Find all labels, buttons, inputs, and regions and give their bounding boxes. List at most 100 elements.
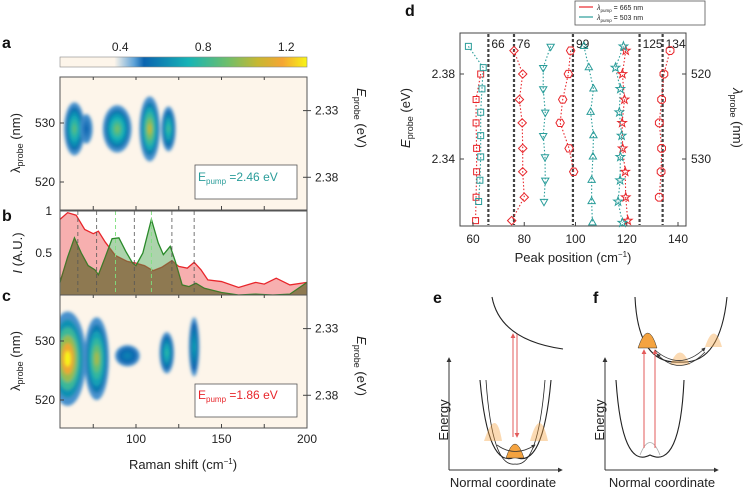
tri-up-marker — [588, 151, 598, 160]
heatmap-blob — [94, 351, 99, 366]
square-marker — [472, 217, 480, 225]
spectrum-overlap — [60, 237, 308, 295]
oscillation-arrow-f — [654, 347, 706, 361]
heatmap-blob — [165, 349, 168, 357]
x-tick-label: 200 — [297, 432, 317, 446]
diamond-marker — [517, 117, 528, 128]
reference-line-label: 125 — [643, 37, 663, 51]
reference-line-label: 134 — [666, 37, 686, 51]
tri-up-marker — [584, 62, 594, 71]
y2-tick-label: 2.38 — [315, 388, 339, 402]
legend-subscript: pump — [600, 8, 612, 13]
panel-a-heatmap: 530 520 2.33 2.38 Epump =2.46 eV λprobe (nm… — [8, 76, 339, 211]
panel-f-diagram: Energy Normal coordinate — [592, 296, 728, 489]
star-marker — [618, 93, 631, 105]
y-tick-label: 0.5 — [35, 246, 52, 260]
energy-ylabel-f: Energy — [592, 399, 607, 441]
x-tick-label: 80 — [518, 232, 532, 246]
panel-c-heatmap: 530 520 2.33 2.38 100 150 200 Epump =1.86 eV λ… — [8, 294, 369, 472]
star-marker — [609, 61, 622, 73]
panel-e-diagram: Energy Normal coordinate — [436, 296, 564, 489]
octagon-marker — [656, 167, 666, 177]
series-connector — [614, 46, 624, 223]
reference-line-label: 76 — [517, 37, 531, 51]
scatter-series — [609, 40, 630, 228]
star-marker — [614, 150, 627, 162]
tri-down-marker — [538, 133, 548, 141]
star-marker — [615, 129, 628, 141]
x-tick-label: 100 — [126, 432, 146, 446]
y-tick-label: 530 — [35, 334, 55, 348]
heatmap-c-frame — [59, 294, 308, 429]
hexagon-marker — [564, 144, 574, 153]
y-tick-label: 2.38 — [432, 67, 456, 81]
hexagon-marker — [557, 95, 568, 104]
wavepacket-bottom — [670, 352, 690, 365]
panel-label-b: b — [2, 208, 12, 225]
square-marker — [477, 70, 485, 78]
wavepacket-far — [705, 333, 722, 347]
legend-entry: λpump = 503 nm — [596, 15, 643, 23]
square-marker — [472, 96, 480, 103]
tri-down-marker — [538, 65, 548, 73]
star-marker — [621, 214, 634, 226]
panel-label-d: d — [405, 3, 415, 20]
x-tick-label: 150 — [211, 432, 231, 446]
series-connector — [583, 46, 594, 223]
heatmap-blob — [147, 123, 152, 135]
y2-tick-label: 2.33 — [315, 104, 339, 118]
x-tick-label: 140 — [668, 232, 688, 246]
coordinate-xlabel-f: Normal coordinate — [609, 475, 715, 489]
heatmap-blob — [125, 353, 130, 358]
ground-state-curve-f — [615, 379, 685, 458]
octagon-marker — [665, 46, 675, 56]
panel-b-spectra: 1 0.5 I (A.U.) — [10, 204, 308, 296]
x-tick-label: 100 — [565, 232, 585, 246]
star-marker — [614, 174, 626, 186]
square-marker — [477, 108, 485, 116]
pump-energy-box-a — [194, 164, 298, 200]
peak-position-xlabel: Peak position (cm−1) — [515, 250, 632, 265]
legend-subscript: pump — [600, 18, 612, 23]
y-tick-label: 530 — [35, 116, 55, 130]
y-tick-label: 520 — [35, 393, 55, 407]
x-tick-label: 60 — [466, 232, 480, 246]
y-tick-label: 520 — [35, 175, 55, 189]
series-connector — [475, 73, 482, 221]
y2-tick-label: 520 — [691, 67, 711, 81]
star-marker — [616, 142, 629, 154]
scatter-ylabel: Eprobe (eV) — [398, 88, 415, 148]
square-marker — [472, 119, 480, 127]
legend-value: = 665 nm — [612, 5, 643, 12]
square-marker — [476, 176, 484, 184]
pump-energy-box-c — [194, 383, 298, 418]
heatmap-a-y2label: Eprobe (eV) — [352, 88, 369, 148]
colorbar-tick-label: 0.4 — [112, 40, 129, 54]
square-marker — [473, 168, 481, 176]
tri-up-marker — [587, 217, 597, 226]
raman-shift-xlabel: Raman shift (cm−1) — [129, 457, 237, 472]
scatter-series — [506, 45, 530, 226]
heatmap-blob — [167, 125, 170, 133]
star-marker — [619, 191, 632, 203]
scatter-series — [616, 44, 634, 226]
series-connector — [621, 50, 629, 221]
scatter-series — [464, 42, 487, 205]
y-tick-label: 2.34 — [432, 152, 456, 166]
star-marker — [616, 116, 628, 128]
square-marker — [477, 153, 485, 161]
hexagon-marker — [555, 118, 565, 128]
energy-ylabel-e: Energy — [436, 399, 451, 441]
tri-down-marker — [540, 109, 550, 118]
diamond-marker — [519, 192, 530, 203]
oscillation-return-arrow-f — [656, 351, 706, 366]
colorbar: 0.4 0.8 1.2 — [59, 40, 308, 68]
star-marker — [616, 216, 629, 228]
star-marker — [613, 106, 626, 118]
tri-up-marker — [586, 107, 596, 115]
colorbar-gradient — [59, 56, 308, 68]
hexagon-marker — [565, 46, 576, 55]
wavepacket-center — [505, 443, 525, 459]
star-marker — [617, 40, 630, 52]
diamond-marker — [517, 143, 528, 154]
